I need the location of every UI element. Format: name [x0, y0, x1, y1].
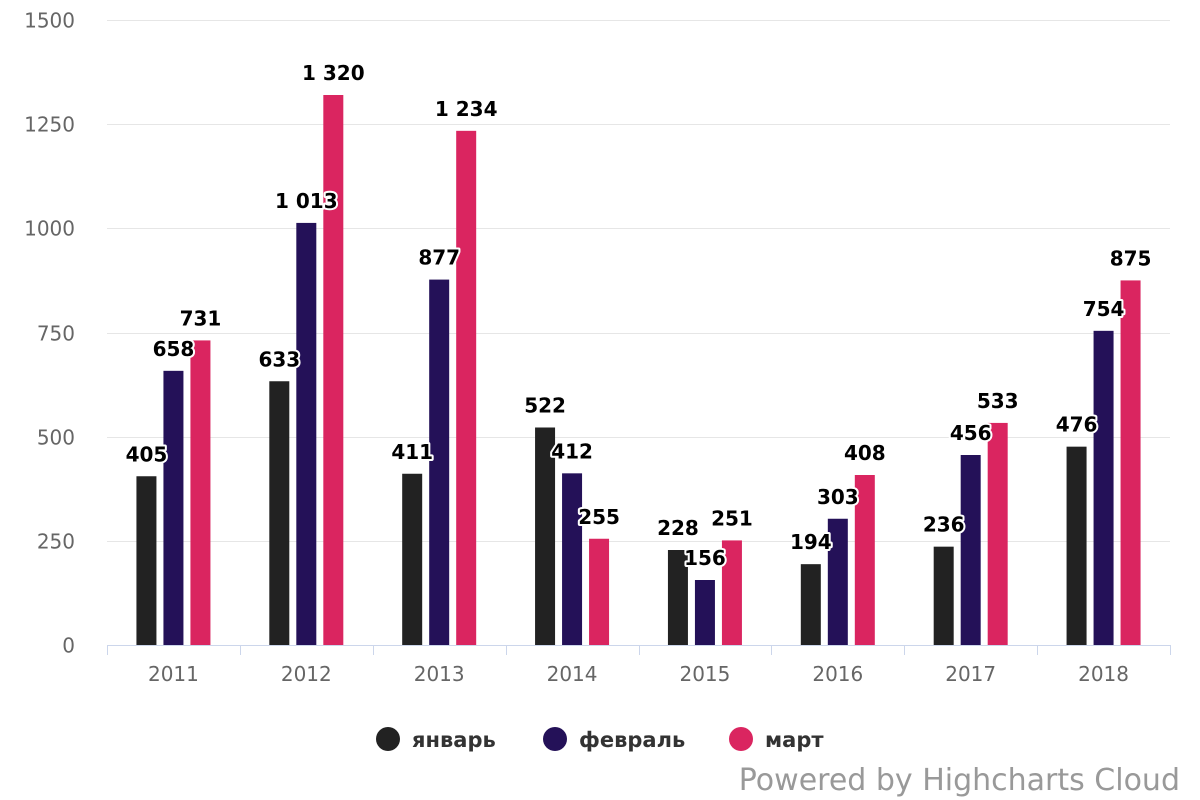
bar[interactable]	[589, 538, 610, 645]
bar[interactable]	[429, 279, 450, 645]
bar[interactable]	[800, 564, 821, 645]
data-label: 255	[578, 505, 620, 529]
legend-label: январь	[412, 728, 496, 752]
x-tick-label: 2012	[281, 662, 332, 686]
x-tick-label: 2016	[812, 662, 863, 686]
bar[interactable]	[402, 473, 423, 645]
y-tick-label: 1500	[24, 9, 75, 33]
bar[interactable]	[323, 95, 344, 645]
data-label: 156	[684, 546, 726, 570]
data-label: 456	[950, 421, 992, 445]
data-label: 731	[180, 306, 222, 330]
bar[interactable]	[694, 580, 715, 645]
data-label: 194	[790, 530, 832, 554]
data-label: 412	[551, 439, 593, 463]
y-tick-label: 750	[37, 322, 75, 346]
y-tick-label: 500	[37, 426, 75, 450]
legend-marker	[376, 727, 400, 751]
y-tick-label: 1000	[24, 217, 75, 241]
x-tick-label: 2018	[1078, 662, 1129, 686]
x-tick-label: 2011	[148, 662, 199, 686]
legend-item[interactable]: февраль	[543, 727, 685, 752]
bar[interactable]	[933, 546, 954, 645]
x-tick-label: 2014	[547, 662, 598, 686]
data-label: 877	[418, 246, 460, 270]
bar[interactable]	[1066, 446, 1087, 645]
legend: январь февраль март	[376, 727, 824, 752]
data-label: 1 320	[302, 61, 365, 85]
bar[interactable]	[163, 370, 184, 645]
data-label: 408	[844, 441, 886, 465]
data-label: 411	[391, 440, 433, 464]
x-tick-label: 2017	[945, 662, 996, 686]
data-label: 236	[923, 513, 965, 537]
data-label: 228	[657, 516, 699, 540]
credits[interactable]: Powered by Highcharts Cloud	[739, 763, 1180, 798]
data-label: 303	[817, 485, 859, 509]
y-tick-label: 0	[62, 634, 75, 658]
legend-label: март	[765, 728, 824, 752]
bar[interactable]	[456, 130, 477, 646]
bar[interactable]	[960, 455, 981, 645]
bars	[136, 95, 1141, 646]
bar[interactable]	[136, 476, 157, 645]
bar[interactable]	[296, 222, 317, 645]
legend-marker	[543, 727, 567, 751]
data-label: 875	[1110, 246, 1152, 270]
data-label: 1 234	[435, 97, 498, 121]
bar[interactable]	[1093, 330, 1114, 645]
bar[interactable]	[190, 340, 211, 645]
bar[interactable]	[269, 381, 290, 645]
grid-lines	[107, 20, 1170, 542]
data-label: 633	[258, 347, 300, 371]
y-tick-label: 250	[37, 530, 75, 554]
x-tick-label: 2013	[414, 662, 465, 686]
data-labels: 405 633 411 522 228 194 236 476 658 1 013 877 412 15…	[124, 59, 1154, 572]
data-label: 522	[524, 394, 566, 418]
bar[interactable]	[854, 475, 875, 645]
data-label: 533	[977, 389, 1019, 413]
data-label: 251	[711, 506, 753, 530]
bar[interactable]	[827, 518, 848, 645]
bar[interactable]	[535, 427, 556, 646]
legend-item[interactable]: январь	[376, 727, 496, 752]
data-label: 405	[126, 442, 168, 466]
bar[interactable]	[1120, 280, 1141, 645]
legend-item[interactable]: март	[729, 727, 824, 752]
bar[interactable]	[721, 540, 742, 645]
x-axis: 2011 2012 2013 2014 2015 2016 2017 2018	[107, 645, 1171, 686]
data-label: 1 013	[275, 189, 338, 213]
bar[interactable]	[987, 422, 1008, 645]
data-label: 476	[1056, 413, 1098, 437]
legend-label: февраль	[579, 728, 685, 752]
bar[interactable]	[562, 473, 583, 645]
data-label: 658	[153, 337, 195, 361]
y-tick-label: 1250	[24, 113, 75, 137]
x-tick-label: 2015	[679, 662, 730, 686]
y-axis: 0 250 500 750 1000 1250 1500	[24, 9, 75, 658]
data-label: 754	[1083, 297, 1125, 321]
legend-marker	[729, 727, 753, 751]
bar[interactable]	[667, 550, 688, 645]
